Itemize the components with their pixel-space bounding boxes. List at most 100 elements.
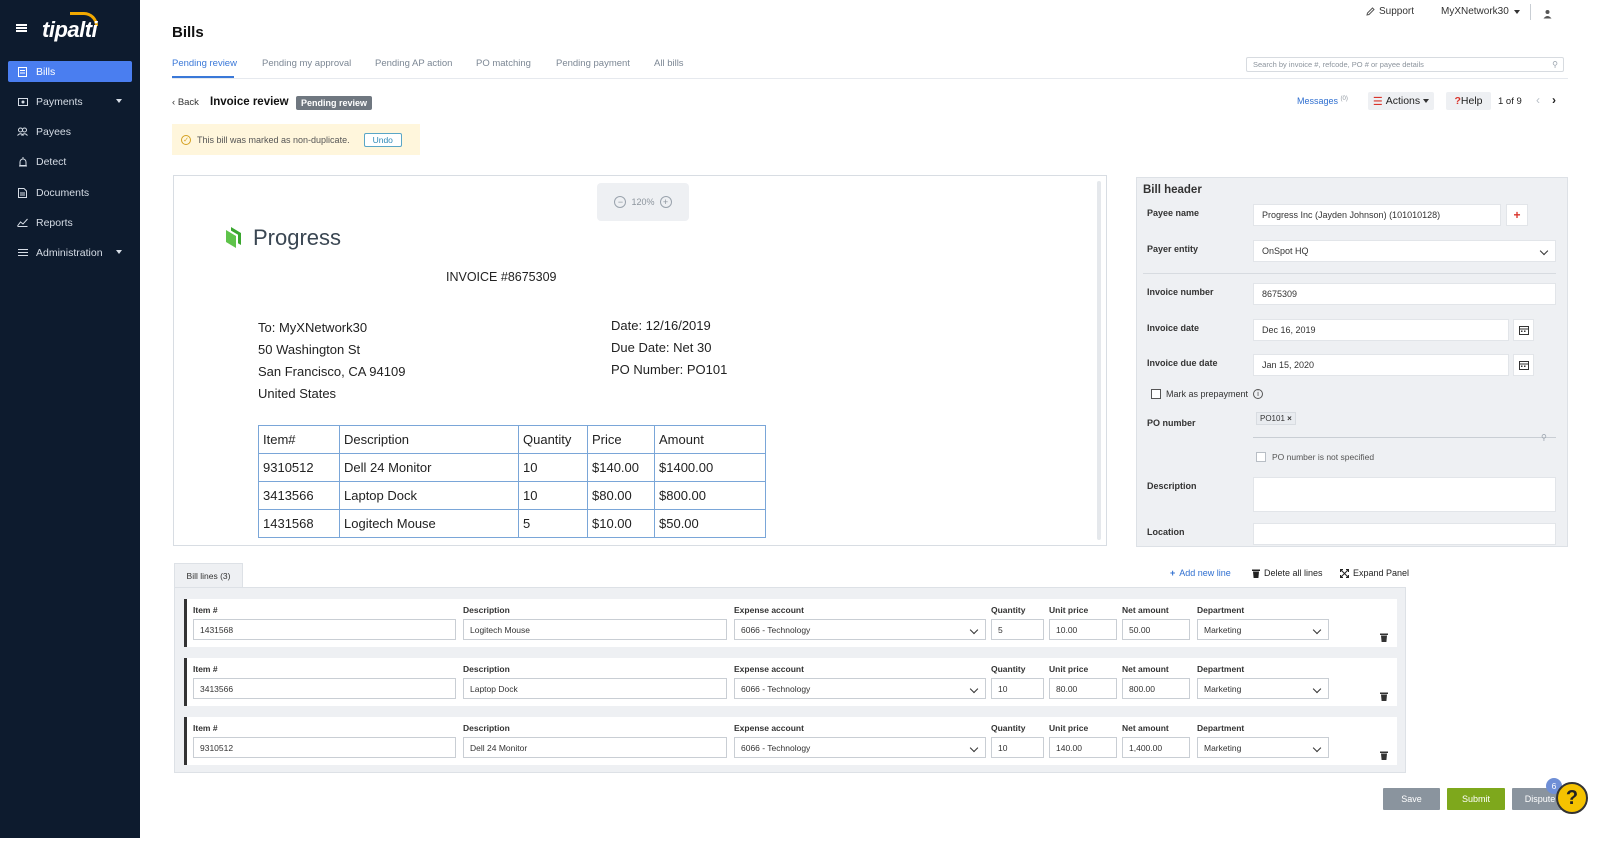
description-field[interactable]: Laptop Dock <box>463 678 727 699</box>
tab-pending-review[interactable]: Pending review <box>172 58 237 69</box>
description-label: Description <box>463 723 510 733</box>
po-tag[interactable]: PO101 × <box>1256 412 1296 425</box>
search-icon[interactable]: ⚲ <box>1541 433 1547 442</box>
tab-all-bills[interactable]: All bills <box>654 58 684 69</box>
department-select[interactable]: Marketing <box>1197 619 1329 640</box>
expand-panel-label: Expand Panel <box>1353 568 1410 578</box>
previous-icon[interactable]: ‹ <box>1536 93 1540 107</box>
info-icon[interactable]: i <box>1253 389 1264 399</box>
description-field[interactable]: Logitech Mouse <box>463 619 727 640</box>
tab-pending-payment[interactable]: Pending payment <box>556 58 630 69</box>
chevron-down-icon <box>1423 99 1430 103</box>
sidebar-item-bills[interactable]: Bills <box>8 61 132 82</box>
department-select[interactable]: Marketing <box>1197 678 1329 699</box>
calendar-icon[interactable] <box>1513 319 1534 341</box>
account-name: MyXNetwork30 <box>1441 6 1509 17</box>
question-icon: ? <box>1454 95 1461 107</box>
po-not-specified-row[interactable]: PO number is not specified <box>1256 452 1374 462</box>
zoom-in-icon[interactable]: + <box>659 196 672 208</box>
add-new-line-button[interactable]: + Add new line <box>1170 568 1231 578</box>
column-header: Quantity <box>518 425 588 454</box>
help-fab-icon[interactable]: ? <box>1556 782 1588 814</box>
table-cell: Laptop Dock <box>339 481 519 510</box>
account-menu[interactable]: MyXNetwork30 <box>1441 6 1520 17</box>
save-button[interactable]: Save <box>1383 788 1440 810</box>
divider <box>1530 4 1531 20</box>
search-input[interactable]: Search by invoice #, refcode, PO # or pa… <box>1246 57 1564 72</box>
description-field[interactable] <box>1253 477 1556 512</box>
item-field[interactable]: 9310512 <box>193 737 456 758</box>
expense-account-select[interactable]: 6066 - Technology <box>734 678 986 699</box>
tab-pending-ap-action[interactable]: Pending AP action <box>375 58 453 69</box>
trash-icon[interactable] <box>1380 692 1388 704</box>
add-payee-icon[interactable]: + <box>1506 204 1528 226</box>
tab-pending-my-approval[interactable]: Pending my approval <box>262 58 352 69</box>
quantity-field[interactable]: 10 <box>991 737 1044 758</box>
back-link[interactable]: ‹ Back <box>172 97 199 108</box>
trash-icon <box>1252 569 1260 578</box>
quantity-label: Quantity <box>991 664 1026 674</box>
next-icon[interactable]: › <box>1552 93 1556 107</box>
tab-bill-lines[interactable]: Bill lines (3) <box>174 563 243 587</box>
help-button[interactable]: ? Help <box>1446 92 1491 110</box>
trash-icon[interactable] <box>1380 751 1388 763</box>
net-amount-field[interactable]: 800.00 <box>1122 678 1190 699</box>
trash-icon[interactable] <box>1380 633 1388 645</box>
invoice-date-label: Invoice date <box>1147 323 1200 333</box>
messages-link[interactable]: Messages (0) <box>1297 96 1348 106</box>
unit-price-field[interactable]: 140.00 <box>1049 737 1117 758</box>
po-number-label: PO number <box>1147 418 1196 428</box>
invoice-due-date-field[interactable]: Jan 15, 2020 <box>1253 354 1509 376</box>
delete-all-lines-button[interactable]: Delete all lines <box>1252 568 1323 578</box>
menu-icon[interactable] <box>16 24 27 32</box>
department-value: Marketing <box>1204 743 1242 753</box>
payee-name-field[interactable]: Progress Inc (Jayden Johnson) (101010128… <box>1253 204 1501 226</box>
sidebar-item-documents[interactable]: Documents <box>8 182 132 203</box>
chevron-down-icon <box>116 99 122 103</box>
unit-price-field[interactable]: 80.00 <box>1049 678 1117 699</box>
item-field[interactable]: 1431568 <box>193 619 456 640</box>
calendar-icon[interactable] <box>1513 354 1534 376</box>
expand-icon <box>1340 568 1349 578</box>
chevron-down-icon <box>1312 625 1322 635</box>
preview-scrollbar[interactable] <box>1097 181 1101 540</box>
zoom-out-icon[interactable]: − <box>614 196 627 208</box>
po-not-specified-checkbox[interactable] <box>1256 452 1266 462</box>
expand-panel-button[interactable]: Expand Panel <box>1340 568 1409 578</box>
item-field[interactable]: 3413566 <box>193 678 456 699</box>
support-label: Support <box>1379 6 1415 17</box>
quantity-field[interactable]: 5 <box>991 619 1044 640</box>
invoice-due-date-label: Invoice due date <box>1147 358 1218 368</box>
po-number-text: PO Number: PO101 <box>611 362 728 377</box>
invoice-date-field[interactable]: Dec 16, 2019 <box>1253 319 1509 341</box>
net-amount-field[interactable]: 50.00 <box>1122 619 1190 640</box>
sidebar-item-administration[interactable]: Administration <box>8 242 132 263</box>
net-amount-field[interactable]: 1,400.00 <box>1122 737 1190 758</box>
submit-button[interactable]: Submit <box>1447 788 1505 810</box>
prepayment-checkbox[interactable] <box>1151 389 1161 399</box>
actions-button[interactable]: ☰ Actions <box>1368 92 1434 110</box>
description-field[interactable]: Dell 24 Monitor <box>463 737 727 758</box>
support-link[interactable]: Support <box>1366 6 1414 17</box>
remove-icon[interactable]: × <box>1287 414 1292 423</box>
prepayment-checkbox-row[interactable]: Mark as prepayment i <box>1151 389 1264 399</box>
sidebar-item-payees[interactable]: Payees <box>8 121 132 142</box>
divider <box>172 78 1568 79</box>
unit-price-field[interactable]: 10.00 <box>1049 619 1117 640</box>
sidebar-item-payments[interactable]: Payments <box>8 91 132 112</box>
undo-button[interactable]: Undo <box>363 132 402 147</box>
expense-account-select[interactable]: 6066 - Technology <box>734 737 986 758</box>
expense-account-select[interactable]: 6066 - Technology <box>734 619 986 640</box>
quantity-field[interactable]: 10 <box>991 678 1044 699</box>
list-icon <box>17 247 28 258</box>
sidebar-item-reports[interactable]: Reports <box>8 212 132 233</box>
tab-po-matching[interactable]: PO matching <box>476 58 531 69</box>
payee-name-label: Payee name <box>1147 208 1200 218</box>
invoice-date-text: Date: 12/16/2019 <box>611 318 711 333</box>
sidebar-item-detect[interactable]: Detect <box>8 151 132 172</box>
location-field[interactable] <box>1253 523 1556 545</box>
department-select[interactable]: Marketing <box>1197 737 1329 758</box>
user-icon[interactable] <box>1543 6 1552 24</box>
payer-entity-select[interactable]: OnSpot HQ <box>1253 240 1556 262</box>
invoice-number-field[interactable]: 8675309 <box>1253 283 1556 305</box>
